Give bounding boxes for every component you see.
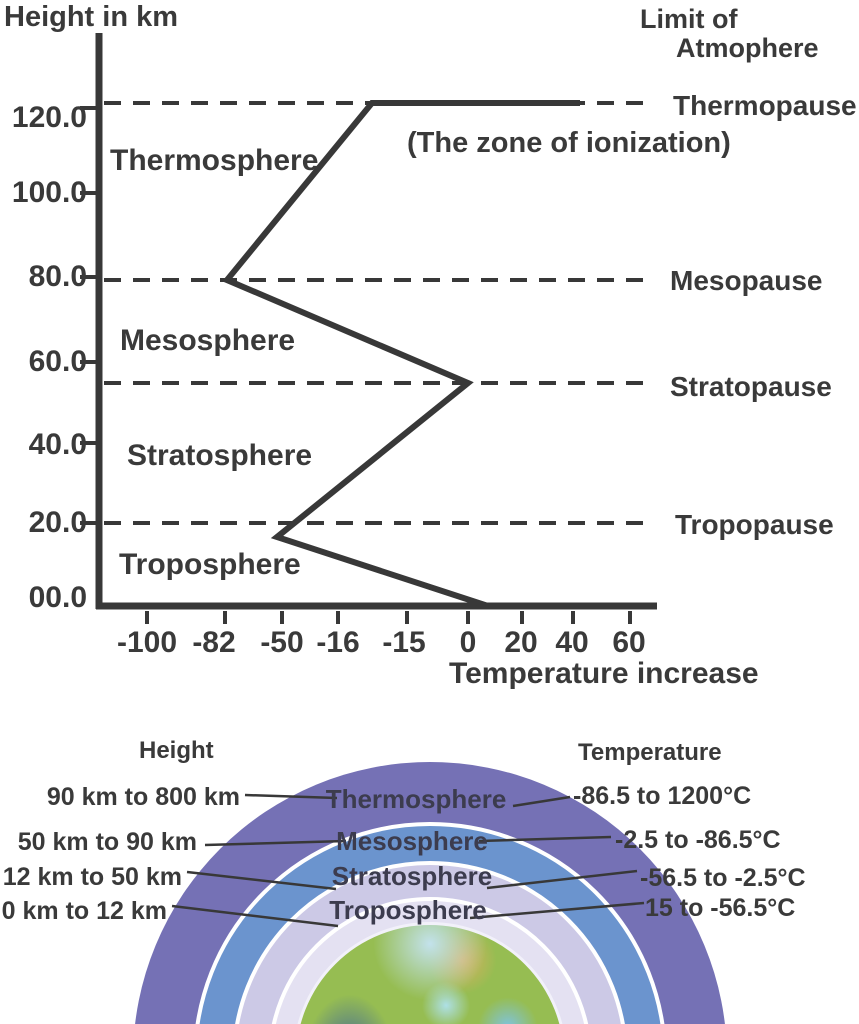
- temperature-profile-line: [222, 100, 580, 609]
- pause-dashed-lines: [104, 101, 652, 525]
- y-axis-ticks: [80, 106, 97, 525]
- x-axis-ticks: [145, 611, 632, 624]
- leader-lines: [171, 793, 645, 928]
- chart-axes: [95, 33, 657, 610]
